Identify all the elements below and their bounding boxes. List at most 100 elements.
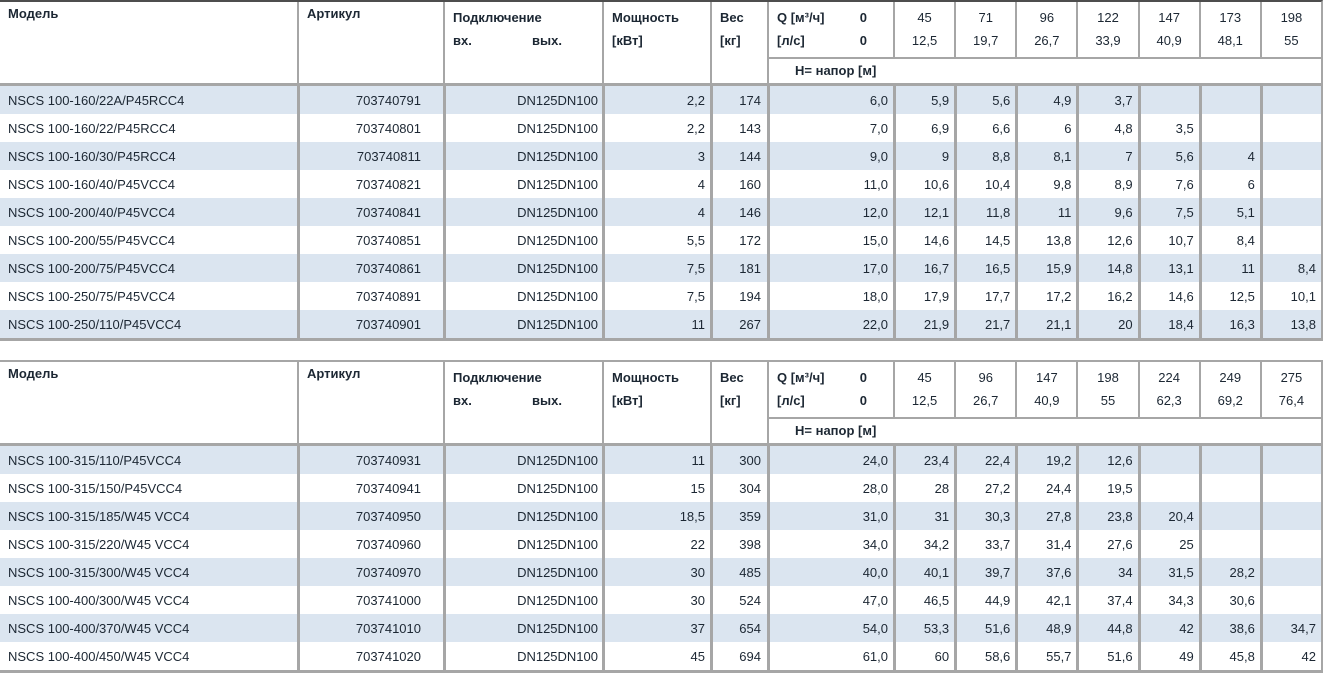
dn-outlet-value: DN100 <box>557 92 598 108</box>
weight-cell: 144 <box>710 142 767 170</box>
head-value-cell: 28 <box>893 474 954 502</box>
head-value-cell: 42 <box>1137 614 1199 642</box>
head-value-cell: 3,7 <box>1076 86 1137 114</box>
head-value-cell: 46,5 <box>893 586 954 614</box>
connection-sublabels: вх. вых. <box>445 389 602 412</box>
weight-cell: 143 <box>710 114 767 142</box>
article-cell: 703741000 <box>297 586 443 614</box>
power-cell: 45 <box>602 642 710 670</box>
weight-cell: 174 <box>710 86 767 114</box>
flow-ls-value: 55 <box>1284 33 1299 48</box>
head-value-cell: 16,3 <box>1198 310 1260 338</box>
head-value-cell: 18,4 <box>1137 310 1199 338</box>
head-value-cell: 8,4 <box>1259 254 1321 282</box>
model-cell: NSCS 100-315/220/W45 VCC4 <box>8 536 190 552</box>
head-value-cell: 49 <box>1137 642 1199 670</box>
model-cell: NSCS 100-160/30/P45RCC4 <box>8 148 176 164</box>
head-value-cell: 7 <box>1076 142 1137 170</box>
head-value-cell <box>1198 502 1260 530</box>
flow-m3h-value: 122 <box>1097 10 1119 25</box>
head-value-cell: 17,0 <box>767 254 893 282</box>
model-cell: NSCS 100-250/110/P45VCC4 <box>8 316 182 332</box>
flow-m3h-value: 198 <box>1280 10 1303 25</box>
flow-ls-line: [л/с] 0 <box>769 29 893 52</box>
power-cell: 37 <box>602 614 710 642</box>
model-cell: NSCS 100-160/40/P45VCC4 <box>8 176 175 192</box>
flow-m3h-zero: 0 <box>859 10 867 25</box>
head-value-cell: 5,1 <box>1198 198 1260 226</box>
article-cell: 703741020 <box>297 642 443 670</box>
weight-unit-label: [кг] <box>720 33 741 48</box>
head-value-cell: 13,8 <box>1259 310 1321 338</box>
head-band-label: Н= напор [м] <box>767 57 1321 83</box>
head-value-cell <box>1137 446 1199 474</box>
weight-cell: 181 <box>710 254 767 282</box>
head-value-cell: 9,6 <box>1076 198 1137 226</box>
power-cell: 7,5 <box>602 254 710 282</box>
head-value-cell: 5,6 <box>954 86 1015 114</box>
flow-m3h-value: 71 <box>978 10 993 25</box>
head-value-cell: 10,4 <box>954 170 1015 198</box>
flow-ls-value: 69,2 <box>1217 393 1243 408</box>
head-value-cell: 44,9 <box>954 586 1015 614</box>
head-value-cell: 58,6 <box>954 642 1015 670</box>
head-value-cell: 10,7 <box>1137 226 1199 254</box>
article-cell: 703740970 <box>297 558 443 586</box>
weight-cell: 485 <box>710 558 767 586</box>
dn-inlet-value: DN125 <box>517 232 558 248</box>
head-value-cell: 12,5 <box>1198 282 1260 310</box>
flow-ls-value: 40,9 <box>1034 393 1060 408</box>
head-value-cell: 20,4 <box>1137 502 1199 530</box>
connection-cell: DN125 DN100 <box>443 474 602 502</box>
head-value-cell <box>1259 86 1321 114</box>
head-value-cell: 31,0 <box>767 502 893 530</box>
dn-inlet-value: DN125 <box>517 592 558 608</box>
flow-m3h-value: 198 <box>1097 370 1119 385</box>
table-row: NSCS 100-315/220/W45 VCC4 703740960 DN125 D… <box>0 530 1321 558</box>
head-value-cell: 6,6 <box>954 114 1015 142</box>
weight-cell: 300 <box>710 446 767 474</box>
head-value-cell <box>1137 86 1199 114</box>
head-value-cell: 38,6 <box>1198 614 1260 642</box>
table-row: NSCS 100-160/30/P45RCC4 703740811 DN125 DN1… <box>0 142 1321 170</box>
power-cell: 5,5 <box>602 226 710 254</box>
table-row: NSCS 100-200/75/P45VCC4 703740861 DN125 DN1… <box>0 254 1321 282</box>
head-value-cell <box>1259 530 1321 558</box>
head-value-cell: 11 <box>1198 254 1260 282</box>
dn-inlet-value: DN125 <box>517 620 558 636</box>
column-header-power: Мощность [кВт] <box>602 2 710 83</box>
model-cell: NSCS 100-315/300/W45 VCC4 <box>8 564 190 580</box>
pump-table-1: Модель Артикул Подключение вх. вых. Мощность [… <box>0 0 1323 341</box>
connection-cell: DN125 DN100 <box>443 310 602 338</box>
head-value-cell: 17,7 <box>954 282 1015 310</box>
flow-ls-value: 12,5 <box>911 33 938 48</box>
dn-inlet-value: DN125 <box>517 204 558 220</box>
model-cell: NSCS 100-200/75/P45VCC4 <box>8 260 175 276</box>
dn-outlet-value: DN100 <box>557 288 598 304</box>
connection-inlet-label: вх. <box>453 33 472 48</box>
article-cell: 703740941 <box>297 474 443 502</box>
connection-cell: DN125 DN100 <box>443 530 602 558</box>
power-cell: 30 <box>602 586 710 614</box>
power-cell: 2,2 <box>602 86 710 114</box>
column-header-flow-value: 96 26,7 <box>1015 2 1076 57</box>
flow-ls-value: 33,9 <box>1095 33 1121 48</box>
head-value-cell: 34,3 <box>1137 586 1199 614</box>
model-cell: NSCS 100-400/300/W45 VCC4 <box>8 592 190 608</box>
column-header-flow-value: 173 48,1 <box>1198 2 1260 57</box>
head-value-cell: 42 <box>1259 642 1321 670</box>
head-value-cell: 9,8 <box>1015 170 1076 198</box>
flow-ls-value: 19,7 <box>973 33 999 48</box>
head-value-cell: 40,1 <box>893 558 954 586</box>
column-header-flow-value: 198 55 <box>1076 362 1137 417</box>
head-value-cell: 16,7 <box>893 254 954 282</box>
dn-outlet-value: DN100 <box>557 508 598 524</box>
dn-inlet-value: DN125 <box>517 480 558 496</box>
head-value-cell <box>1259 114 1321 142</box>
table-header: Модель Артикул Подключение вх. вых. Мощность [… <box>0 360 1323 446</box>
model-cell: NSCS 100-315/150/P45VCC4 <box>8 480 183 496</box>
connection-cell: DN125 DN100 <box>443 614 602 642</box>
dn-outlet-value: DN100 <box>557 204 598 220</box>
head-value-cell: 28,0 <box>767 474 893 502</box>
head-value-cell: 4,8 <box>1076 114 1137 142</box>
